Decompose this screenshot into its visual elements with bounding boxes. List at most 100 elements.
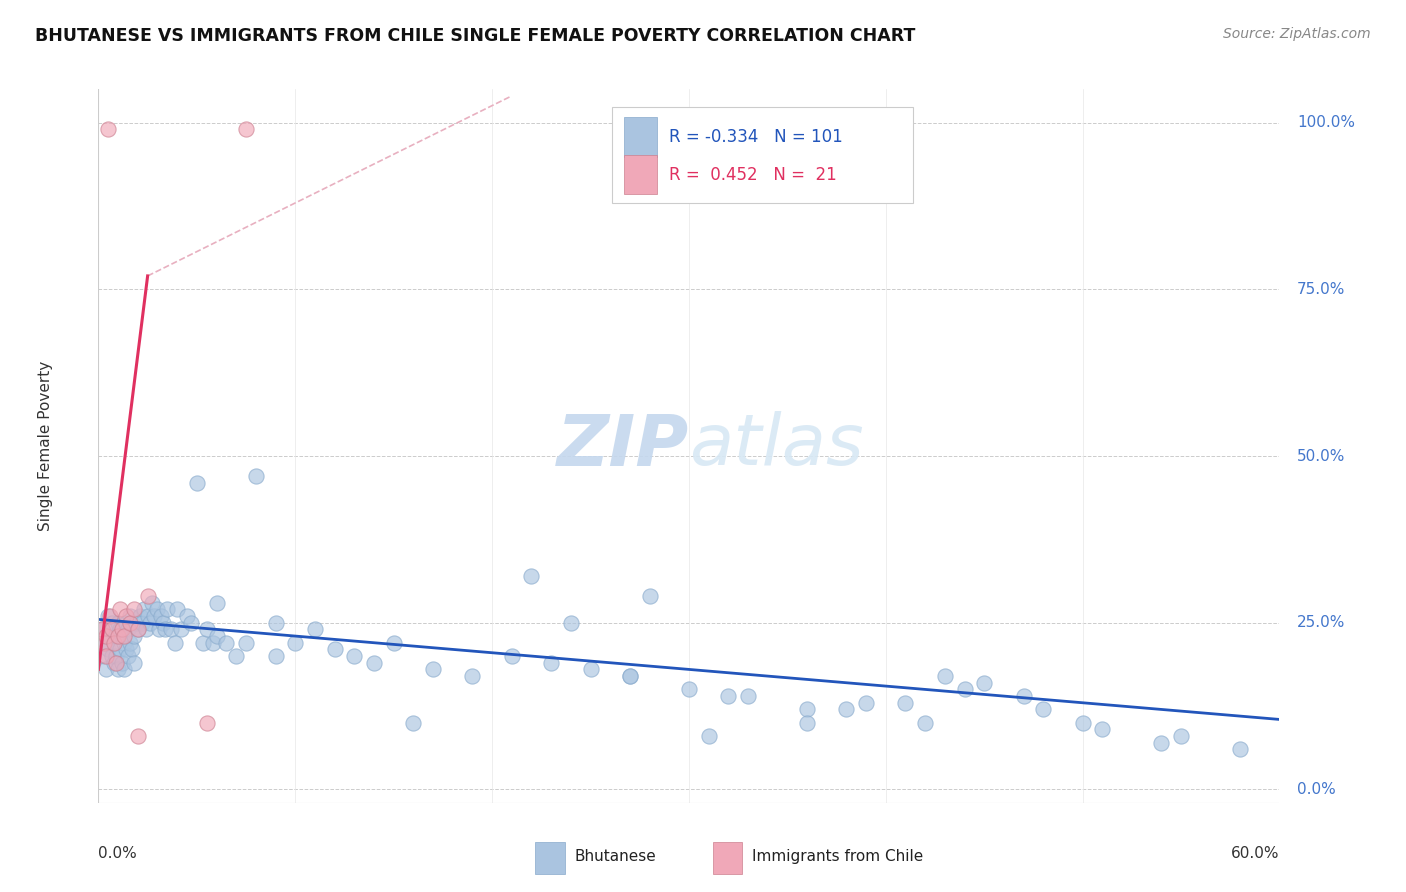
Point [115,642,138,657]
Point [112,662,135,676]
Point [148,623,170,637]
Point [894,696,917,710]
Point [737,689,759,703]
Point [93,649,115,664]
Point [461,669,484,683]
Point [160,623,183,637]
Text: R =  0.452   N =  21: R = 0.452 N = 21 [669,166,837,184]
Point [155,623,177,637]
Point [150,609,173,624]
Text: 100.0%: 100.0% [1298,115,1355,130]
Point [697,729,720,743]
Point [1091,723,1114,737]
Point [111,656,134,670]
Point [619,669,641,683]
Text: 50.0%: 50.0% [1298,449,1346,464]
Point [98,609,121,624]
Point [108,642,131,657]
Point [115,615,138,630]
Point [96,649,118,664]
Point [111,629,134,643]
Point [97,642,120,657]
Point [118,636,141,650]
Point [111,623,134,637]
Point [343,649,366,664]
Text: 60.0%: 60.0% [1232,846,1279,861]
Point [127,623,149,637]
Point [1170,729,1192,743]
Point [195,623,218,637]
Point [101,623,124,637]
Point [115,609,138,624]
Point [402,715,425,730]
Point [201,636,224,650]
Point [245,469,267,483]
Point [796,715,818,730]
Text: 0.0%: 0.0% [98,846,138,861]
Point [560,615,582,630]
Point [122,602,145,616]
Point [103,656,125,670]
Text: 75.0%: 75.0% [1298,282,1346,297]
Point [105,656,128,670]
Point [107,629,129,643]
Point [91,623,114,637]
Point [105,629,128,643]
Point [107,662,129,676]
Text: Bhutanese: Bhutanese [575,849,657,863]
Point [152,615,174,630]
Point [619,669,641,683]
Point [835,702,858,716]
Point [142,609,165,624]
FancyBboxPatch shape [536,842,565,874]
Text: 0.0%: 0.0% [1298,782,1336,797]
Point [180,615,202,630]
Point [108,602,131,616]
Point [103,636,125,650]
Point [934,669,956,683]
Point [122,656,145,670]
Point [166,602,188,616]
Point [101,615,124,630]
Point [235,122,257,136]
Point [855,696,877,710]
Point [141,596,163,610]
Point [1071,715,1094,730]
Point [170,623,193,637]
Point [579,662,602,676]
Point [323,642,346,657]
Point [131,615,153,630]
Point [101,649,124,664]
FancyBboxPatch shape [612,107,914,203]
Point [215,636,238,650]
Point [128,609,150,624]
Point [678,682,700,697]
Point [96,636,118,650]
Point [127,729,149,743]
Point [91,623,114,637]
Point [125,615,148,630]
Point [205,629,228,643]
Text: R = -0.334   N = 101: R = -0.334 N = 101 [669,128,842,146]
Point [93,636,115,650]
Point [146,602,169,616]
Point [304,623,326,637]
Point [520,569,543,583]
Point [363,656,385,670]
Point [796,702,818,716]
Point [225,649,247,664]
Text: ZIP: ZIP [557,411,689,481]
Point [138,615,160,630]
Point [284,636,307,650]
Point [191,636,214,650]
Point [96,629,118,643]
Point [914,715,936,730]
Point [540,656,562,670]
Point [118,609,141,624]
Text: BHUTANESE VS IMMIGRANTS FROM CHILE SINGLE FEMALE POVERTY CORRELATION CHART: BHUTANESE VS IMMIGRANTS FROM CHILE SINGL… [35,27,915,45]
Point [105,649,128,664]
Point [107,615,129,630]
FancyBboxPatch shape [624,118,657,157]
Point [136,589,159,603]
Point [186,475,208,490]
